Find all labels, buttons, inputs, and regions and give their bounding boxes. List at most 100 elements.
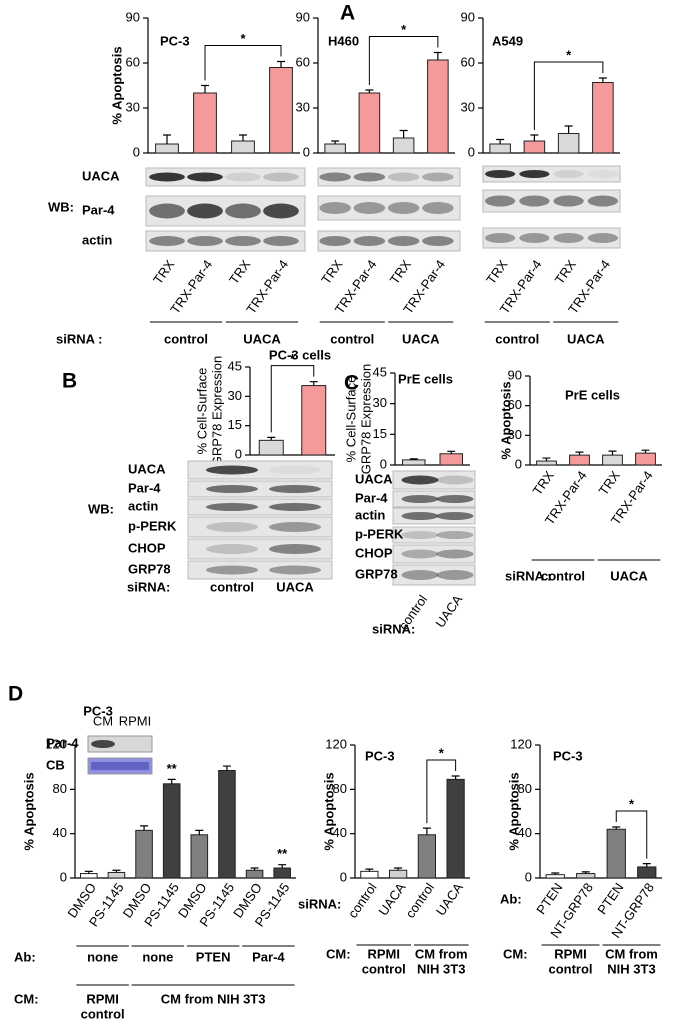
blot-band <box>206 522 258 532</box>
blot-band <box>387 172 420 182</box>
blot-label: actin <box>82 232 112 247</box>
error-bar <box>612 826 621 830</box>
blot-band <box>206 565 258 575</box>
error-bar <box>542 457 551 462</box>
group-label: UACA <box>567 331 605 346</box>
blot-label: GRP78 <box>355 566 398 581</box>
blot-band <box>485 233 516 243</box>
blot-band <box>269 485 321 493</box>
blot-band <box>436 531 474 539</box>
y-tick-label: 0 <box>380 456 387 471</box>
error-bar <box>365 89 374 93</box>
blot-band <box>436 475 474 485</box>
y-tick-label: 30 <box>508 427 522 442</box>
blot-title: WB: <box>48 199 74 214</box>
error-bar <box>598 77 607 83</box>
y-tick-label: 0 <box>235 446 242 461</box>
y-tick-label: 0 <box>515 456 522 471</box>
inset-row-label: Par-4 <box>46 735 79 750</box>
group-label: RPMI <box>368 946 401 961</box>
blot-label: GRP78 <box>128 561 171 576</box>
chart-title: PC-3 <box>83 703 113 718</box>
y-tick-label: 60 <box>296 54 310 69</box>
y-tick-label: 45 <box>228 358 242 373</box>
error-bar <box>140 825 149 831</box>
y-axis-label: % Apoptosis <box>506 772 521 850</box>
blot-band <box>436 549 474 559</box>
error-bar <box>433 51 442 60</box>
error-bar <box>399 129 408 138</box>
error-bar <box>84 870 93 874</box>
group-label: Par-4 <box>252 949 285 964</box>
bar <box>637 866 657 879</box>
blot-band <box>587 170 618 178</box>
x-tick-label: TRX <box>226 257 253 287</box>
x-axis-label: Ab: <box>500 891 522 906</box>
y-tick-label: 0 <box>60 869 67 884</box>
error-bar <box>496 138 505 144</box>
x-tick-label: TRX <box>318 257 345 287</box>
significance-label: ** <box>167 761 178 776</box>
bar <box>602 454 623 466</box>
chart-title: PC-3 <box>160 33 190 48</box>
bar <box>569 454 590 466</box>
y-tick-label: 0 <box>525 869 532 884</box>
error-bar <box>551 872 560 875</box>
row-title: CM: <box>14 991 39 1006</box>
bar <box>592 82 614 154</box>
blot-band <box>436 512 474 520</box>
bar <box>193 92 217 154</box>
blot <box>392 564 476 586</box>
inset-blot <box>87 735 153 753</box>
blot-band <box>206 485 258 493</box>
panel-letter: D <box>8 683 23 706</box>
y-tick-label: 120 <box>45 736 67 751</box>
y-tick-label: 30 <box>228 388 242 403</box>
bar <box>557 133 580 154</box>
bar <box>576 873 596 879</box>
blot-band <box>149 236 185 246</box>
significance-bracket <box>533 61 604 130</box>
y-tick-label: 80 <box>333 781 347 796</box>
y-tick-label: 90 <box>508 367 522 382</box>
y-tick-label: 0 <box>468 144 475 159</box>
y-axis-label: GRP78 Expression <box>358 364 373 475</box>
blot-band <box>436 570 474 580</box>
y-tick-label: 30 <box>126 99 140 114</box>
blot-band <box>319 236 351 246</box>
group-label: control <box>164 331 208 346</box>
y-tick-label: 60 <box>126 54 140 69</box>
y-tick-label: 30 <box>373 395 387 410</box>
significance-label: ** <box>277 846 288 861</box>
row-title: Ab: <box>14 949 36 964</box>
blot-band <box>206 544 258 554</box>
x-tick-label: TRX <box>596 468 623 498</box>
row-title: siRNA : <box>56 331 102 346</box>
y-tick-label: 80 <box>518 781 532 796</box>
blot <box>482 189 621 213</box>
x-axis-label: siRNA: <box>372 621 415 636</box>
blot-band <box>263 236 299 246</box>
error-bar <box>575 451 584 456</box>
error-bar <box>530 134 539 141</box>
x-tick-label: TRX <box>483 257 510 287</box>
blot-band <box>353 236 386 246</box>
error-bar <box>447 450 456 454</box>
error-bar <box>581 871 590 874</box>
error-bar <box>163 134 171 144</box>
blot-band <box>387 202 420 214</box>
blot-band <box>422 172 454 182</box>
blot-band <box>225 236 261 246</box>
bar <box>301 385 327 456</box>
group-label: none <box>142 949 173 964</box>
significance-bracket <box>615 810 648 859</box>
blot-band <box>91 762 149 770</box>
blot-band <box>401 495 439 503</box>
blot-label: actin <box>128 498 158 513</box>
blot-label: actin <box>355 507 385 522</box>
blot-label: UACA <box>82 168 120 183</box>
blot <box>187 516 333 538</box>
group-label: CM from <box>605 946 658 961</box>
blot <box>392 544 476 564</box>
